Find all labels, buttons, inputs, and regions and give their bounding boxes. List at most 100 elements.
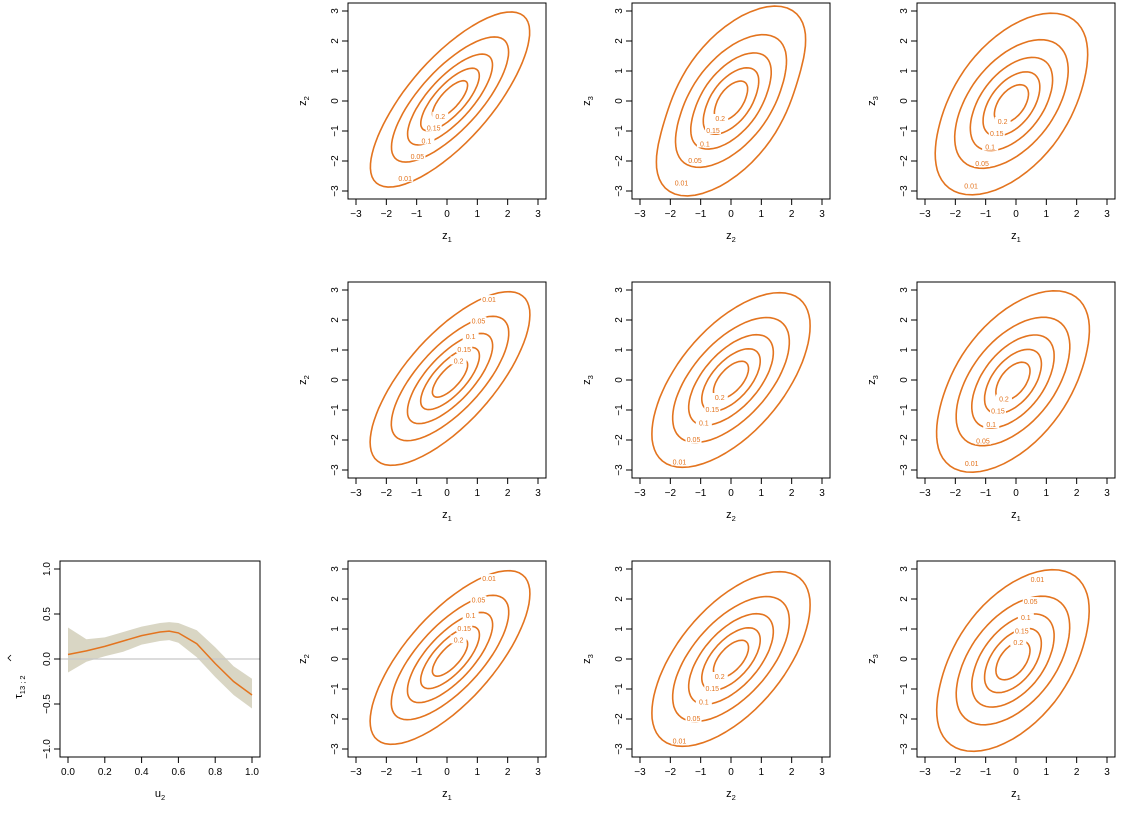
x-tick-label: 0 [1013,488,1019,499]
contour-label-bg [462,332,479,341]
contour-panel-r1c1: −3 −3 −2 −2 −1 −1 0 0 1 1 2 2 3 3 0.01 0.05 0.1 0.15 0.2 [330,2,547,220]
y-tick-label: −1 [614,125,625,137]
x-axis-label-main: z [442,230,448,242]
contour-label-bg [685,713,702,722]
contour-label-bg [671,736,688,745]
x-tick-label: −2 [950,767,962,778]
x-tick-label: 0 [728,488,734,499]
y-axis-label-main: z [297,379,309,385]
x-tick-label: −3 [634,767,646,778]
contour-level-label: 0.01 [398,176,412,183]
y-axis-label: τ13 ; 2 [13,675,27,698]
contour-label-bg [695,418,712,427]
contour-panel-r1c2: −3 −3 −2 −2 −1 −1 0 0 1 1 2 2 3 3 0.01 0.05 0.1 0.15 0.2 [614,2,831,220]
x-axis-label: z1 [442,509,452,523]
x-tick-label: 1 [1044,209,1050,220]
contour-line [934,12,1089,196]
y-axis-label: z3 [866,654,880,664]
y-axis-label-main: z [297,100,309,106]
contour-label-bg [673,178,690,187]
y-axis-label-subscript: 2 [302,375,311,379]
y-tick-label: 2 [614,317,625,323]
contour-level-label: 0.1 [699,699,709,706]
contour-line [955,595,1071,726]
contour-level-label: 0.05 [976,438,990,445]
contour-level-label: 0.2 [715,116,725,123]
contour-label-bg [456,344,473,353]
contour-line [419,346,481,411]
contour-level-label: 0.2 [715,674,725,681]
y-axis-label-main: τ [13,694,25,699]
contour-panel-r3c2: −3 −3 −2 −2 −1 −1 0 0 1 1 2 2 3 3 0.01 0.05 0.1 0.15 0.2 [614,560,831,778]
plot-frame [631,2,831,200]
x-tick-label: −2 [381,767,393,778]
x-tick-label: 2 [505,209,511,220]
contour-line [419,67,481,132]
tau-panel: 0.0 0.2 0.4 0.6 0.8 1.0 −1.0 −0.5 0.0 0.5 1.0 [7,560,261,778]
y-axis-label: z2 [297,654,311,664]
contour-line [406,53,494,146]
x-axis-label: z1 [1011,509,1021,523]
y-tick-label: 3 [899,566,910,572]
contour-line [935,568,1090,753]
y-axis-label-subscript: 3 [871,96,880,100]
contour-level-label: 0.05 [472,318,486,325]
x-tick-label: 1 [1044,488,1050,499]
x-axis-label: z2 [726,230,736,244]
contour-level-label: 0.1 [699,420,709,427]
contour-line [671,595,791,723]
x-axis-label-main: z [1011,509,1017,521]
y-tick-label: 0 [330,98,341,104]
contour-line [953,38,1069,170]
x-tick-label: 1 [475,767,481,778]
contour-label-bg [983,419,1000,428]
contour-panel-r2c1: −3 −3 −2 −2 −1 −1 0 0 1 1 2 2 3 3 0.01 0.05 0.1 0.15 0.2 [330,281,547,499]
contour-line [687,612,775,706]
y-tick-label: −3 [330,464,341,476]
y-tick-label: 0 [614,377,625,383]
contour-level-label: 0.01 [673,738,687,745]
x-axis-label-main: z [726,230,732,242]
x-tick-label: 2 [505,767,511,778]
x-tick-label: −2 [950,488,962,499]
x-tick-label: −3 [350,488,362,499]
contour-level-label: 0.1 [985,144,995,151]
contour-line [390,315,510,442]
x-tick-label: 2 [789,209,795,220]
x-tick-label: 0 [728,209,734,220]
y-tick-label: 2 [330,38,341,44]
x-tick-label: 2 [505,488,511,499]
y-axis-label: z2 [297,96,311,106]
contour-panel-r3c1: −3 −3 −2 −2 −1 −1 0 0 1 1 2 2 3 3 0.01 0.05 0.1 0.15 0.2 [330,560,547,778]
contour-line [655,5,807,197]
contour-label-bg [1013,626,1030,635]
contour-level-label: 0.1 [422,138,432,145]
x-axis-label: z1 [1011,230,1021,244]
y-tick-label: −2 [614,713,625,725]
x-tick-label: −1 [411,767,423,778]
x-tick-label: −3 [350,209,362,220]
x-tick-label: −1 [695,767,707,778]
y-tick-label: 3 [899,287,910,293]
contour-label-bg [974,436,991,445]
y-axis-label: z3 [581,375,595,385]
contour-label-bg [712,113,729,122]
y-tick-label: 1 [614,68,625,74]
contour-level-label: 0.1 [466,613,476,620]
y-tick-label: 0.0 [42,652,53,666]
tau-estimate-line [67,630,253,696]
x-tick-label: 0.2 [98,767,112,778]
y-axis-label-main: z [866,379,878,385]
contour-level-label: 0.01 [964,183,978,190]
contour-level-label: 0.2 [454,637,464,644]
y-tick-label: −2 [899,434,910,446]
y-tick-label: −2 [330,713,341,725]
contour-label-bg [963,458,980,467]
contour-label-bg [470,316,487,325]
x-tick-label: 3 [1104,767,1110,778]
y-axis-label-subscript: 2 [302,96,311,100]
x-axis-label-main: z [726,788,732,800]
y-tick-label: −0.5 [42,694,53,714]
contour-label-bg [456,623,473,632]
